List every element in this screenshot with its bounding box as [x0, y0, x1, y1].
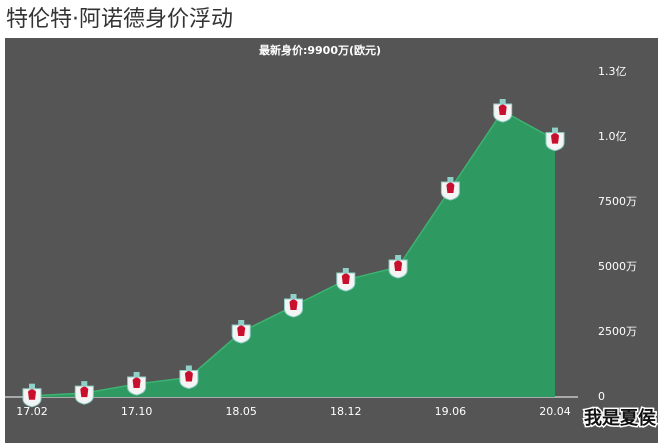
- crest-marker: [74, 381, 94, 405]
- x-tick-label: 20.04: [539, 405, 571, 418]
- x-tick-label: 18.12: [330, 405, 362, 418]
- crest-top: [81, 381, 88, 387]
- crest-marker: [388, 255, 408, 279]
- crest-top: [499, 99, 506, 104]
- crest-top: [238, 320, 245, 325]
- crest-bird: [289, 299, 298, 310]
- chart-title: 特伦特·阿诺德身价浮动: [6, 7, 233, 32]
- crest-top: [290, 294, 297, 299]
- crest-marker: [231, 320, 251, 344]
- crest-marker: [284, 294, 303, 318]
- y-tick-label: 1.0亿: [598, 130, 627, 143]
- chart-subtitle: 最新身价:9900万(欧元): [259, 43, 381, 57]
- y-tick-label: 0: [598, 390, 605, 403]
- area: [32, 111, 555, 397]
- y-tick-label: 7500万: [598, 195, 637, 208]
- crest-bird: [132, 377, 141, 388]
- crest-marker: [440, 177, 460, 201]
- x-tick-label: 19.06: [435, 405, 467, 418]
- crest-marker: [336, 268, 356, 292]
- crest-top: [133, 372, 140, 377]
- crest-marker: [179, 365, 199, 390]
- crest-marker: [545, 127, 565, 152]
- x-tick-label: 17.02: [16, 405, 48, 418]
- crest-marker: [22, 383, 42, 408]
- crest-bird: [341, 273, 350, 284]
- crest-bird: [80, 386, 89, 398]
- watermark: 我是夏侯: [584, 407, 657, 429]
- crest-bird: [446, 182, 455, 193]
- crest-top: [447, 177, 454, 182]
- crest-marker: [127, 372, 147, 396]
- crest-marker: [493, 99, 513, 123]
- crest-top: [395, 255, 402, 260]
- crest-bird: [551, 133, 559, 144]
- x-tick-label: 17.10: [121, 405, 153, 418]
- crest-bird: [28, 389, 36, 400]
- crest-bird: [237, 325, 246, 336]
- crest-top: [342, 268, 349, 273]
- x-tick-label: 18.05: [225, 405, 257, 418]
- crest-bird: [394, 260, 403, 271]
- y-tick-label: 2500万: [598, 325, 637, 338]
- crest-bird: [498, 104, 507, 115]
- crest-top: [29, 383, 35, 389]
- y-tick-label: 1.3亿: [598, 65, 627, 78]
- crest-bird: [184, 371, 193, 382]
- crest-top: [552, 127, 558, 133]
- crest-top: [185, 365, 192, 371]
- y-tick-label: 5000万: [598, 260, 637, 273]
